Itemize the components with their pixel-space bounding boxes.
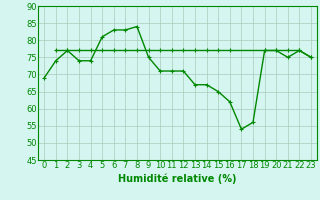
X-axis label: Humidité relative (%): Humidité relative (%) — [118, 173, 237, 184]
